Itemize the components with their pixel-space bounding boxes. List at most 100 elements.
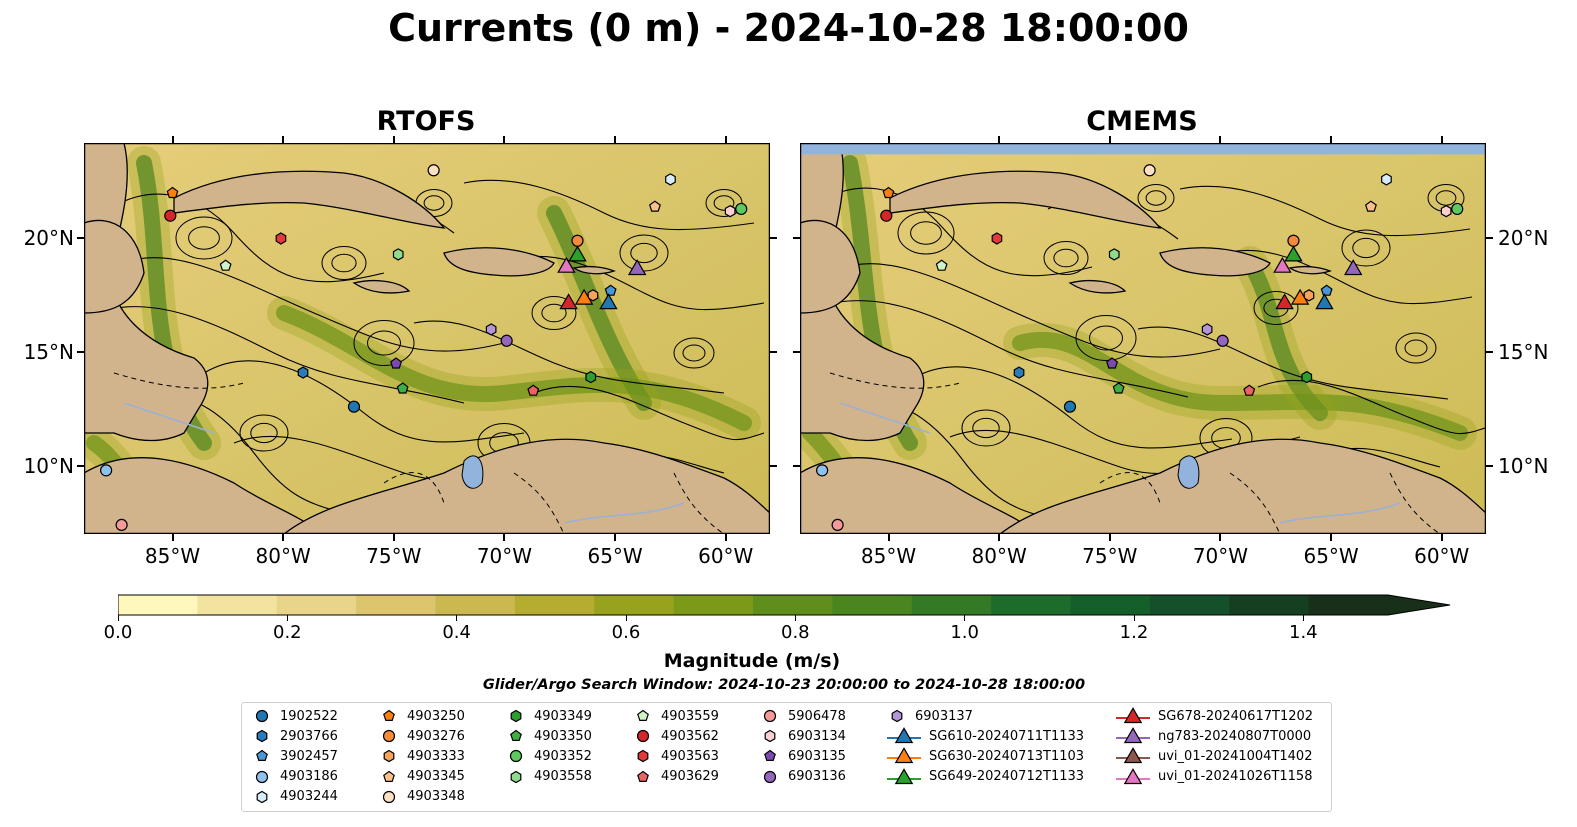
legend-marker-icon (256, 750, 268, 762)
legend-marker (894, 767, 914, 784)
tick-mark (77, 351, 84, 354)
legend-marker-icon (255, 770, 269, 783)
marker-4903562 (880, 209, 893, 222)
lake-maracaibo (1177, 455, 1200, 489)
legend-marker (382, 790, 396, 803)
tick-mark (1330, 534, 1333, 541)
land-yucatan (84, 219, 145, 314)
marker-4903186 (816, 464, 829, 477)
marker-4903348 (427, 164, 440, 177)
panel-title-rtofs: RTOFS (376, 106, 476, 137)
legend-marker (1123, 767, 1143, 784)
marker-4903558 (392, 248, 404, 261)
marker-4903276 (1287, 234, 1300, 247)
marker-4903250 (882, 186, 895, 199)
marker-4903349 (1301, 370, 1313, 384)
legend-marker-icon (763, 709, 777, 723)
marker-2903766 (1013, 366, 1025, 379)
colorbar-extend-arrow (1388, 595, 1450, 615)
marker-ng783-20240807T0000 (1343, 259, 1363, 276)
eddy-streamline (1137, 184, 1175, 212)
legend-marker-icon (383, 709, 395, 721)
river (1279, 502, 1401, 524)
colorbar-tick-label: 0.2 (273, 622, 302, 643)
legend-item: 6903134 (760, 726, 846, 746)
legend-item: uvi_01-20241004T1402 (1116, 746, 1312, 766)
legend-item: 4903186 (252, 767, 338, 787)
legend-item: 6903135 (760, 746, 846, 766)
tick-mark (998, 136, 1001, 143)
legend-marker-icon (764, 729, 776, 743)
legend-label: 4903333 (407, 748, 465, 764)
marker-3902457 (604, 284, 617, 296)
legend-item: uvi_01-20241026T1158 (1116, 767, 1312, 787)
marker-4903563 (991, 232, 1003, 245)
lon-tick-label: 70°W (476, 544, 533, 568)
streamline (1137, 326, 1449, 400)
colorbar-segment (276, 595, 357, 615)
legend-label: 4903345 (407, 769, 465, 785)
legend-label: 4903349 (534, 708, 592, 724)
land-hispaniola (1159, 247, 1271, 277)
tick-mark (1219, 136, 1222, 143)
lon-tick-label: 70°W (1192, 544, 1249, 568)
marker-1902522 (1063, 400, 1077, 413)
marker-SG630-20240713T1103 (1290, 288, 1310, 305)
land-puerto-rico (572, 265, 616, 275)
eddy-streamline (331, 253, 357, 273)
streamline (103, 193, 385, 283)
legend-marker (255, 709, 269, 723)
marker-4903352 (1451, 202, 1464, 216)
marker-4903244 (665, 173, 676, 186)
marker-6903134 (724, 205, 736, 218)
legend: 1902522 2903766 3902457 4903186 4903244 49032… (241, 702, 1332, 812)
legend-item: 4903562 (633, 726, 719, 746)
legend-marker (1123, 747, 1143, 764)
marker-6903135 (1106, 357, 1119, 369)
tick-mark (887, 136, 890, 143)
marker-4903559 (935, 259, 948, 271)
tick-mark (1486, 351, 1493, 354)
legend-label: SG630-20240713T1103 (929, 748, 1085, 764)
colorbar-segment (1070, 595, 1151, 615)
current-band (1012, 331, 1468, 441)
legend-marker-icon (887, 767, 921, 784)
river (839, 402, 931, 434)
legend-label: 6903135 (788, 748, 846, 764)
eddy-streamline (1043, 241, 1089, 275)
colorbar-segment (911, 595, 992, 615)
legend-marker (894, 727, 914, 744)
land-jamaica (1068, 280, 1127, 294)
legend-label: 6903134 (788, 728, 846, 744)
marker-1902522 (347, 400, 361, 413)
current-band-halo (1233, 246, 1337, 430)
land-jamaica (352, 280, 411, 294)
colorbar-segment (832, 595, 913, 615)
legend-marker-icon (382, 730, 396, 743)
legend-marker-icon (763, 770, 777, 783)
current-band (1242, 255, 1328, 421)
legend-marker (256, 729, 268, 743)
eddy-streamline (1053, 248, 1079, 268)
lon-tick-label: 65°W (587, 544, 643, 568)
legend-item: 4903276 (379, 726, 465, 746)
tick-mark (392, 136, 395, 143)
tick-mark (171, 534, 174, 541)
map-frame (800, 143, 1486, 534)
legend-label: 4903250 (407, 708, 465, 724)
eddy-streamline (961, 409, 1011, 447)
marker-SG649-20240712T1133 (568, 245, 587, 262)
legend-item: SG630-20240713T1103 (887, 746, 1084, 766)
legend-label: uvi_01-20241026T1158 (1158, 769, 1313, 785)
lon-tick-label: 80°W (255, 544, 311, 568)
marker-uvi_01-20241026T1158 (557, 256, 576, 273)
legend-label: 4903348 (407, 789, 465, 805)
legend-label: 4903352 (534, 748, 592, 764)
eddy-streamline (541, 303, 567, 323)
colorbar-tick (117, 615, 119, 621)
country-border (1099, 472, 1161, 504)
legend-label: 3902457 (280, 748, 338, 764)
legend-label: 4903559 (661, 708, 719, 724)
legend-marker (1123, 707, 1143, 724)
colorbar-tick (286, 615, 288, 621)
